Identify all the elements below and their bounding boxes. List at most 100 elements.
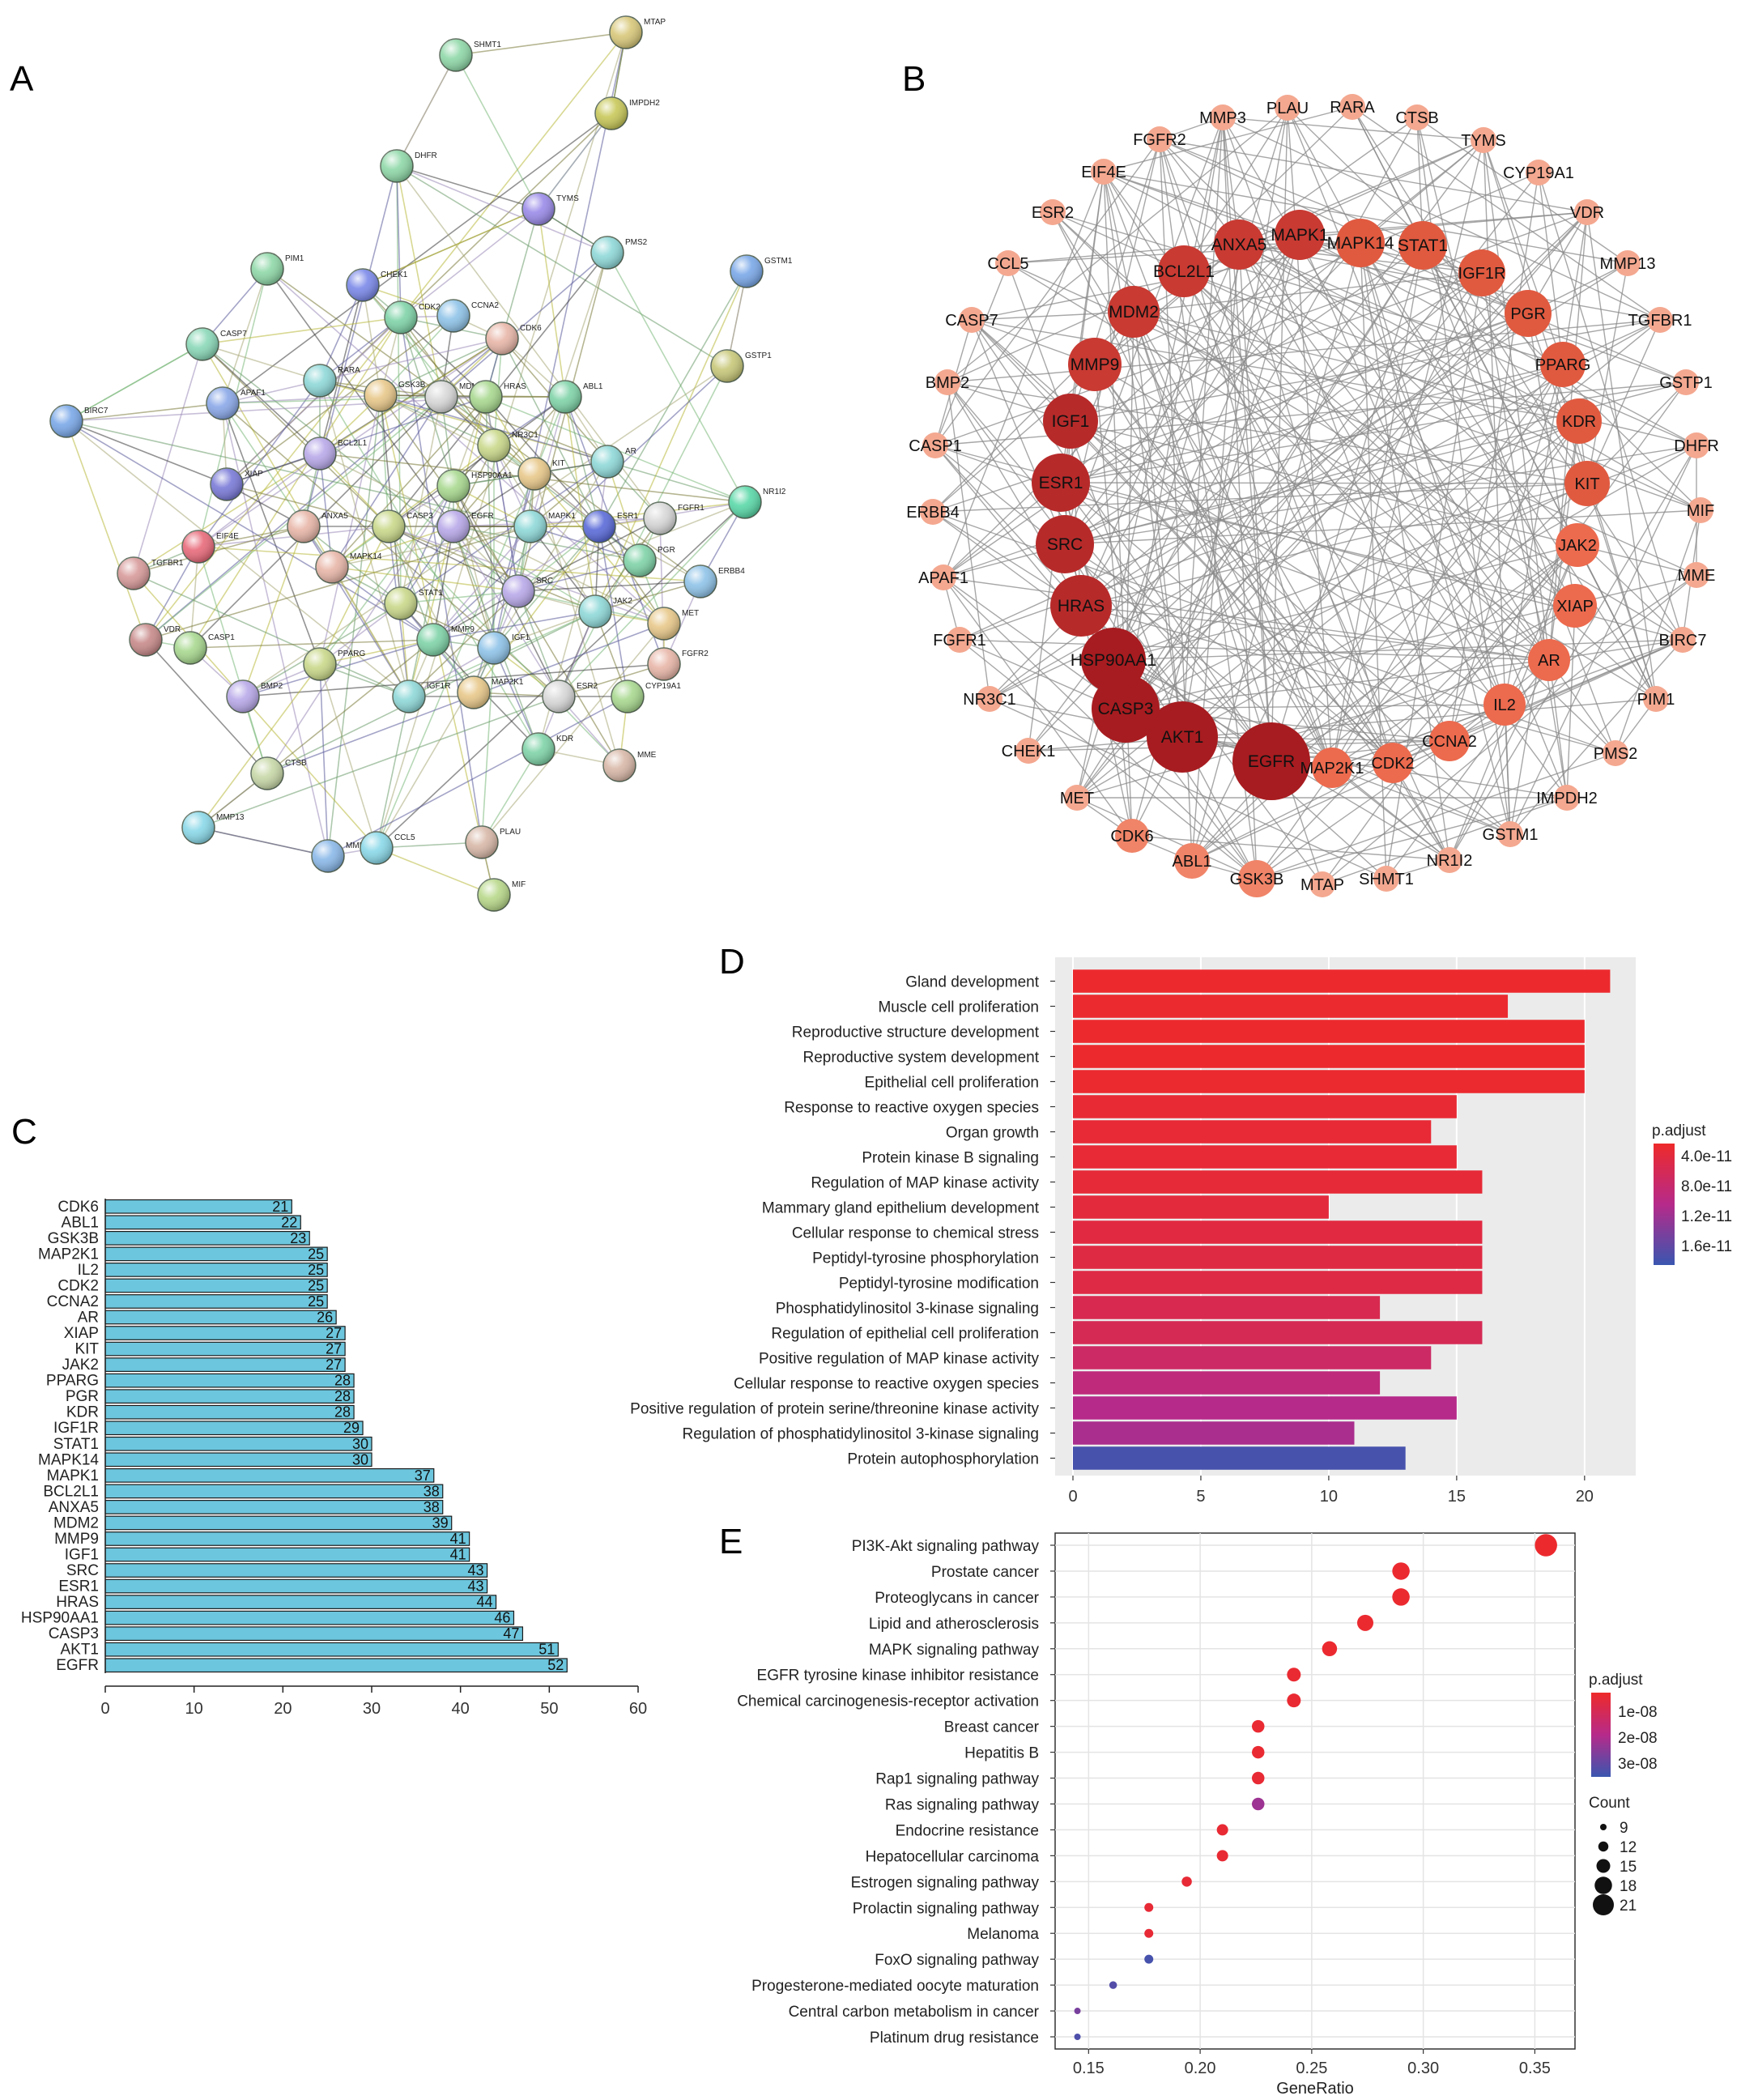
- degree-bar-row: CDK6 21: [57, 1199, 292, 1216]
- ppi-node-circle: [1556, 523, 1599, 567]
- go-bar-row: Muscle cell proliferation: [878, 995, 1509, 1018]
- go-term-label: Mammary gland epithelium development: [762, 1200, 1040, 1217]
- degree-bar-row: MAPK14 30: [38, 1451, 372, 1468]
- ppi-node-esr2: ESR2: [1032, 199, 1074, 225]
- string-node-eif4e: EIF4E: [181, 530, 239, 564]
- degree-bar-value-label: 28: [334, 1388, 351, 1404]
- degree-bar-row: CDK2 25: [57, 1277, 328, 1294]
- ppi-node-mmp3: MMP3: [1199, 104, 1246, 130]
- ppi-edge: [1287, 107, 1701, 511]
- ppi-edge: [1064, 242, 1361, 545]
- panel-b-ppi-network: EGFR AKT1 CASP3 HSP90AA1 HRAS SRC ESR1 IGF1 MMP9…: [906, 94, 1719, 897]
- go-bar-row: Regulation of epithelial cell proliferat…: [771, 1321, 1483, 1344]
- string-node-label: MTAP: [644, 18, 666, 27]
- degree-bar-row: ESR1 43: [58, 1578, 488, 1595]
- panel-e-label: E: [719, 1522, 743, 1561]
- string-node-met: MET: [647, 607, 699, 641]
- ppi-edge: [1322, 381, 1687, 885]
- degree-bar: [104, 1230, 310, 1246]
- string-edge: [564, 396, 596, 612]
- go-term-label: Protein autophosphorylation: [847, 1451, 1039, 1468]
- ppi-node-label: MET: [1060, 790, 1094, 807]
- string-node-label: AR: [625, 447, 636, 456]
- kegg-row: Progesterone-mediated oocyte maturation: [751, 1978, 1117, 1995]
- string-node-shine: [206, 387, 239, 420]
- string-edge: [607, 461, 746, 503]
- degree-bar-value-label: 25: [308, 1277, 324, 1293]
- degree-bar-category-label: IGF1: [65, 1547, 99, 1564]
- kegg-pathway-label: Proteoglycans in cancer: [875, 1590, 1039, 1607]
- go-bar-row: Positive regulation of MAP kinase activi…: [759, 1346, 1432, 1369]
- degree-bar: [104, 1278, 328, 1293]
- kegg-legend-size-label: 18: [1620, 1878, 1637, 1895]
- ppi-node-label: ABL1: [1173, 853, 1212, 871]
- string-edge: [388, 526, 519, 592]
- ppi-node-circle: [1574, 199, 1600, 225]
- string-node-rara: RARA: [303, 364, 360, 398]
- ppi-node-bmp2: BMP2: [926, 369, 969, 395]
- string-node-label: MMP9: [451, 625, 475, 634]
- string-node-gstp1: GSTP1: [710, 349, 772, 383]
- string-node-fgfr2: FGFR2: [647, 647, 709, 681]
- string-node-shine: [304, 648, 336, 680]
- ppi-node-label: CTSB: [1395, 109, 1438, 127]
- kegg-x-tick-label: 0.20: [1185, 2060, 1216, 2077]
- string-edge: [222, 403, 321, 665]
- string-edge: [66, 403, 223, 422]
- string-node-shine: [174, 632, 206, 664]
- string-node-shine: [251, 253, 283, 285]
- string-edge: [380, 394, 608, 462]
- ppi-edge: [1256, 752, 1616, 880]
- string-node-shine: [304, 437, 336, 470]
- string-edge: [222, 268, 268, 404]
- string-edge: [319, 485, 454, 665]
- ppi-edge: [1483, 139, 1564, 365]
- string-node-gstm1: GSTM1: [730, 254, 793, 288]
- ppi-edge: [1238, 244, 1697, 446]
- ppi-edge: [1238, 117, 1418, 245]
- go-term-label: Protein kinase B signaling: [862, 1150, 1039, 1167]
- go-bar-row: Protein autophosphorylation: [847, 1446, 1406, 1470]
- string-edge: [242, 663, 665, 697]
- ppi-node-hsp90aa1: HSP90AA1: [1071, 628, 1156, 692]
- string-node-label: PMS2: [625, 238, 648, 247]
- ppi-node-label: ERBB4: [906, 504, 960, 522]
- ppi-node-label: JAK2: [1558, 537, 1597, 555]
- ppi-node-circle: [947, 627, 973, 653]
- ppi-node-gsk3b: GSK3B: [1230, 860, 1283, 897]
- string-edge: [189, 639, 434, 649]
- ppi-edge: [932, 483, 1588, 513]
- string-node-pgr: PGR: [623, 543, 675, 577]
- go-term-label: Regulation of phosphatidylinositol 3-kin…: [683, 1426, 1039, 1443]
- degree-bar-value-label: 25: [308, 1293, 324, 1310]
- degree-bar-category-label: AKT1: [60, 1642, 99, 1659]
- string-edge: [331, 566, 519, 592]
- ppi-edge: [1125, 211, 1588, 709]
- degree-bar-category-label: XIAP: [64, 1325, 99, 1342]
- degree-bar-row: AR 26: [78, 1310, 337, 1327]
- string-edge: [266, 639, 434, 774]
- string-edge: [327, 696, 628, 857]
- string-node-mif: MIF: [477, 878, 526, 912]
- ppi-edge: [971, 319, 1580, 422]
- ppi-edge: [1070, 420, 1578, 546]
- degree-bar: [104, 1452, 372, 1467]
- kegg-pathway-label: Endocrine resistance: [896, 1822, 1039, 1839]
- go-x-tick-label: 10: [1320, 1488, 1338, 1506]
- ppi-node-label: SHMT1: [1359, 871, 1414, 888]
- go-term-label: Regulation of epithelial cell proliferat…: [771, 1326, 1039, 1343]
- string-node-shine: [458, 676, 490, 709]
- ppi-node-circle: [930, 564, 956, 590]
- degree-bar-value-label: 43: [468, 1578, 484, 1595]
- ppi-edge: [1191, 420, 1580, 862]
- ppi-edge: [1159, 138, 1588, 213]
- string-node-pparg: PPARG: [303, 647, 365, 681]
- kegg-legend-size-dot: [1593, 1894, 1614, 1915]
- string-node-casp3: CASP3: [372, 509, 433, 543]
- ppi-node-tgfbr1: TGFBR1: [1628, 307, 1692, 333]
- degree-bar-row: PGR 28: [66, 1388, 355, 1405]
- go-x-tick-label: 0: [1068, 1488, 1077, 1506]
- ppi-edge: [1322, 797, 1568, 885]
- string-node-bmp2: BMP2: [226, 679, 283, 713]
- ppi-node-label: PLAU: [1266, 100, 1309, 117]
